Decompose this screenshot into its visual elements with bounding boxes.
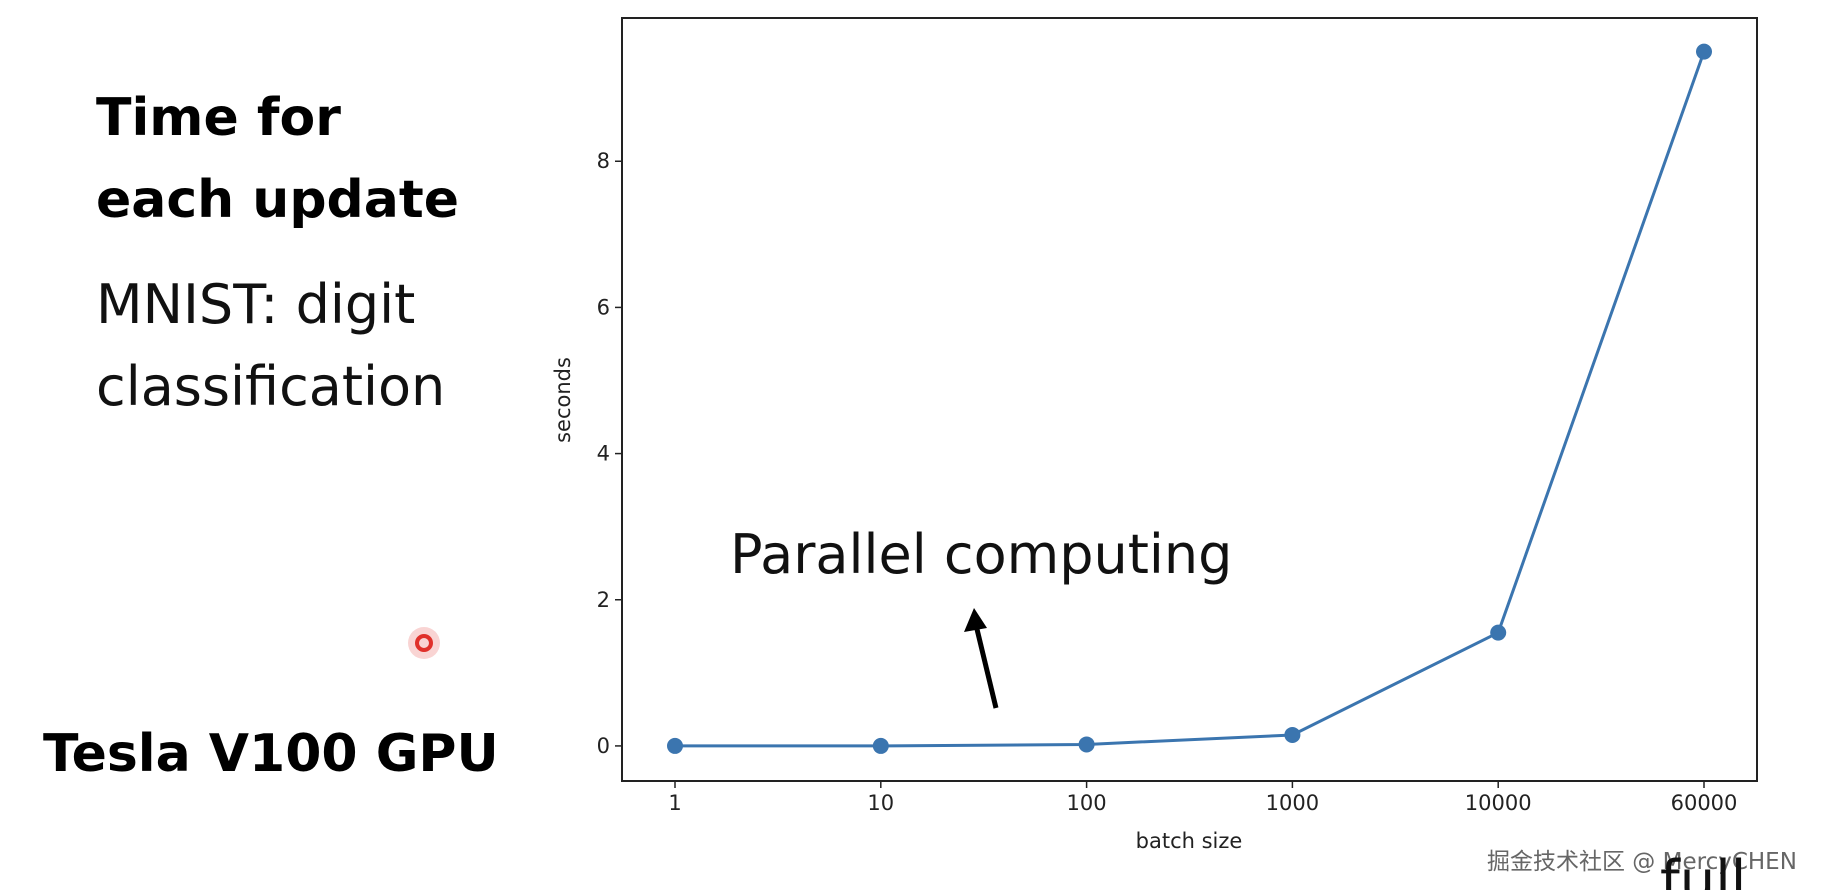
cursor xyxy=(415,634,433,652)
y-tick-label: 8 xyxy=(597,149,610,173)
y-tick-label: 0 xyxy=(597,734,610,758)
x-tick-label: 10 xyxy=(867,791,894,815)
data-point xyxy=(1078,736,1095,753)
heading: each update xyxy=(96,170,459,230)
y-tick-label: 6 xyxy=(597,295,610,319)
plot-frame xyxy=(621,17,1758,782)
data-point xyxy=(1490,624,1507,641)
annotation-arrow xyxy=(973,624,999,709)
data-point xyxy=(1696,43,1712,60)
data-point xyxy=(872,737,889,754)
data-point xyxy=(1284,726,1301,743)
data-point xyxy=(667,737,683,754)
x-tick-label: 10000 xyxy=(1465,791,1532,815)
caption: full xyxy=(1660,849,1746,890)
cursor-glow xyxy=(408,627,440,659)
heading: Time for xyxy=(96,88,341,148)
device-label: Tesla V100 GPU xyxy=(43,724,499,784)
x-tick-label: 1 xyxy=(668,791,681,815)
x-tick-label: 60000 xyxy=(1671,791,1738,815)
y-axis-label: seconds xyxy=(551,357,575,443)
annotation: Parallel computing xyxy=(730,523,1232,586)
subheading: classification xyxy=(96,355,445,418)
x-axis-label: batch size xyxy=(1136,829,1243,853)
arrow-head xyxy=(964,608,987,632)
data-line xyxy=(675,51,1706,748)
y-tick-label: 4 xyxy=(597,442,610,466)
y-tick-label: 2 xyxy=(597,588,610,612)
watermark: 掘金技术社区 @ MercyCHEN xyxy=(1487,849,1797,875)
x-tick-label: 1000 xyxy=(1266,791,1319,815)
x-tick-label: 100 xyxy=(1067,791,1107,815)
subheading: MNIST: digit xyxy=(96,273,415,336)
